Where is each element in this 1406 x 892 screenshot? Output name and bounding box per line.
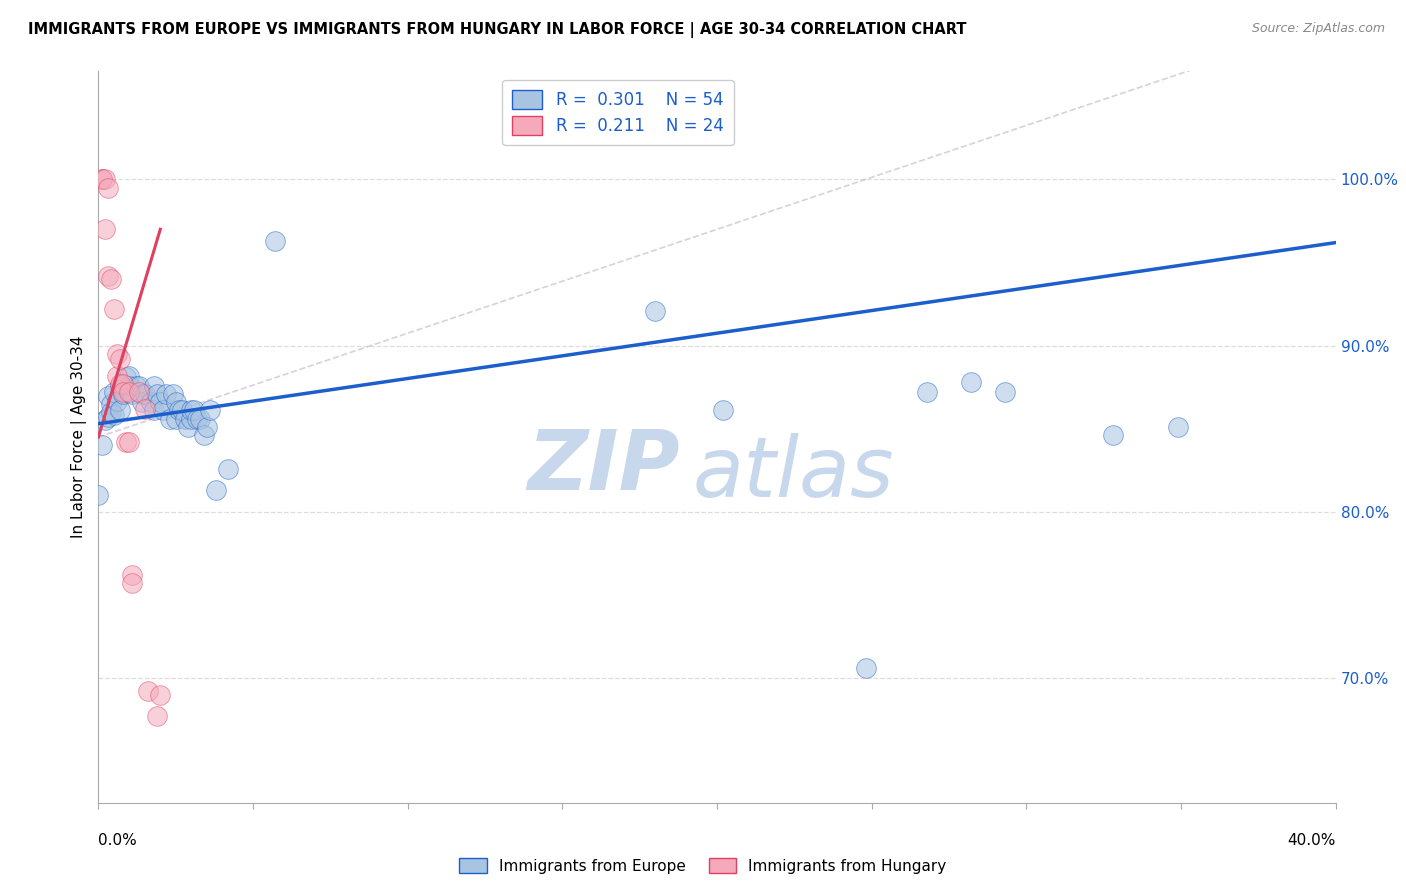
Point xyxy=(959,375,981,389)
Point xyxy=(917,385,939,400)
Point xyxy=(159,411,181,425)
Point xyxy=(97,180,120,194)
Point xyxy=(146,709,169,723)
Point xyxy=(100,397,122,411)
Point xyxy=(128,378,150,392)
Point xyxy=(118,435,141,450)
Point xyxy=(263,234,285,248)
Point xyxy=(108,376,131,391)
Point xyxy=(112,387,135,401)
Point xyxy=(165,395,187,409)
Text: ZIP: ZIP xyxy=(527,425,681,507)
Point xyxy=(143,378,166,392)
Text: 40.0%: 40.0% xyxy=(1288,833,1336,847)
Point xyxy=(121,387,143,401)
Point xyxy=(131,387,153,401)
Point xyxy=(103,301,125,316)
Point xyxy=(1167,420,1189,434)
Point xyxy=(165,411,187,425)
Y-axis label: In Labor Force | Age 30-34: In Labor Force | Age 30-34 xyxy=(72,335,87,539)
Point xyxy=(100,405,122,419)
Point xyxy=(115,435,138,450)
Point xyxy=(115,370,138,384)
Point xyxy=(149,395,172,409)
Point xyxy=(93,413,115,427)
Point xyxy=(644,303,666,318)
Point xyxy=(97,268,120,283)
Point xyxy=(87,488,110,502)
Point xyxy=(121,576,143,591)
Point xyxy=(180,411,202,425)
Point xyxy=(198,403,221,417)
Point xyxy=(190,411,212,425)
Point xyxy=(180,403,202,417)
Point xyxy=(131,395,153,409)
Point xyxy=(136,684,159,698)
Point xyxy=(855,661,877,675)
Point xyxy=(193,428,215,442)
Point xyxy=(170,403,193,417)
Point xyxy=(118,368,141,383)
Point xyxy=(162,387,184,401)
Point xyxy=(146,387,169,401)
Point xyxy=(183,403,205,417)
Point xyxy=(139,395,162,409)
Point xyxy=(105,368,128,383)
Text: 0.0%: 0.0% xyxy=(98,833,138,847)
Text: atlas: atlas xyxy=(692,434,894,514)
Point xyxy=(103,409,125,423)
Point xyxy=(93,172,115,186)
Point xyxy=(217,461,239,475)
Point xyxy=(103,385,125,400)
Point xyxy=(108,378,131,392)
Point xyxy=(134,401,156,416)
Point xyxy=(93,222,115,236)
Point xyxy=(994,385,1017,400)
Point xyxy=(177,420,200,434)
Point xyxy=(118,378,141,392)
Point xyxy=(143,403,166,417)
Point xyxy=(108,351,131,366)
Point xyxy=(152,403,174,417)
Point xyxy=(121,568,143,582)
Legend: Immigrants from Europe, Immigrants from Hungary: Immigrants from Europe, Immigrants from … xyxy=(453,852,953,880)
Point xyxy=(155,387,177,401)
Point xyxy=(108,403,131,417)
Point xyxy=(174,411,197,425)
Point xyxy=(134,387,156,401)
Point xyxy=(124,378,146,392)
Point xyxy=(90,172,112,186)
Point xyxy=(105,393,128,408)
Point xyxy=(90,438,112,452)
Point xyxy=(167,403,190,417)
Point xyxy=(186,411,208,425)
Point xyxy=(112,385,135,400)
Point xyxy=(149,688,172,702)
Point xyxy=(97,388,120,402)
Point xyxy=(711,403,734,417)
Point xyxy=(97,410,120,425)
Point xyxy=(205,483,228,498)
Point xyxy=(112,376,135,391)
Point xyxy=(195,420,218,434)
Point xyxy=(105,347,128,361)
Point xyxy=(1102,428,1125,442)
Point xyxy=(128,385,150,400)
Text: IMMIGRANTS FROM EUROPE VS IMMIGRANTS FROM HUNGARY IN LABOR FORCE | AGE 30-34 COR: IMMIGRANTS FROM EUROPE VS IMMIGRANTS FRO… xyxy=(28,22,966,38)
Text: Source: ZipAtlas.com: Source: ZipAtlas.com xyxy=(1251,22,1385,36)
Legend: R =  0.301    N = 54, R =  0.211    N = 24: R = 0.301 N = 54, R = 0.211 N = 24 xyxy=(502,79,734,145)
Point xyxy=(118,385,141,400)
Point xyxy=(90,172,112,186)
Point xyxy=(100,272,122,286)
